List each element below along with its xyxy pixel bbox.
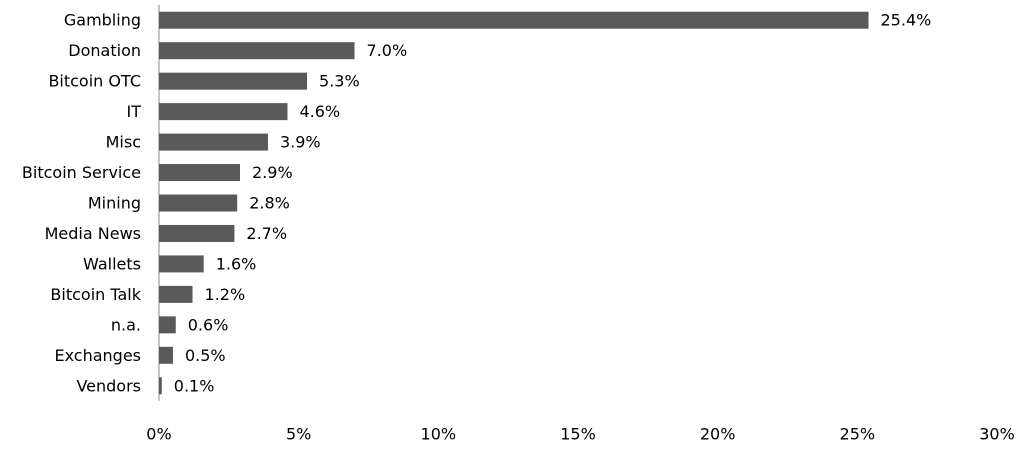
bar: [159, 316, 176, 334]
y-tick-label: IT: [127, 102, 142, 121]
value-label: 3.9%: [280, 133, 321, 152]
bar: [159, 346, 173, 364]
bar: [159, 103, 288, 121]
bar: [159, 42, 355, 60]
y-tick-label: Exchanges: [54, 346, 141, 365]
bar: [159, 255, 204, 273]
y-tick-label: Gambling: [64, 11, 141, 30]
value-label: 2.9%: [252, 163, 293, 182]
value-label: 1.2%: [205, 285, 246, 304]
value-label: 0.1%: [174, 376, 215, 395]
value-label: 5.3%: [319, 72, 360, 91]
value-label: 4.6%: [299, 102, 340, 121]
value-label: 7.0%: [367, 41, 408, 60]
x-tick-label: 10%: [421, 425, 457, 444]
x-tick-label: 30%: [979, 425, 1015, 444]
value-label: 2.8%: [249, 194, 290, 213]
bar: [159, 224, 235, 242]
value-label: 0.6%: [188, 315, 229, 334]
y-tick-label: Mining: [88, 194, 141, 213]
x-tick-label: 15%: [560, 425, 596, 444]
value-label: 0.5%: [185, 346, 226, 365]
value-label: 2.7%: [246, 224, 287, 243]
y-tick-label: Bitcoin Talk: [50, 285, 141, 304]
y-tick-label: Bitcoin Service: [22, 163, 141, 182]
x-tick-label: 0%: [146, 425, 171, 444]
bar: [159, 133, 268, 151]
x-tick-label: 5%: [286, 425, 311, 444]
bar: [159, 285, 193, 303]
x-tick-label: 20%: [700, 425, 736, 444]
y-tick-label: Misc: [106, 133, 141, 152]
y-tick-label: Wallets: [83, 254, 141, 273]
x-tick-label: 25%: [840, 425, 876, 444]
y-tick-label: Vendors: [76, 376, 141, 395]
value-label: 25.4%: [881, 11, 932, 30]
bar: [159, 164, 241, 182]
y-tick-label: Media News: [45, 224, 141, 243]
bar: [159, 377, 162, 395]
bar: [159, 194, 238, 212]
value-label: 1.6%: [216, 254, 257, 273]
y-tick-label: Bitcoin OTC: [48, 72, 141, 91]
bar: [159, 72, 308, 90]
bar: [159, 11, 869, 29]
y-tick-label: Donation: [68, 41, 141, 60]
y-tick-label: n.a.: [111, 315, 141, 334]
